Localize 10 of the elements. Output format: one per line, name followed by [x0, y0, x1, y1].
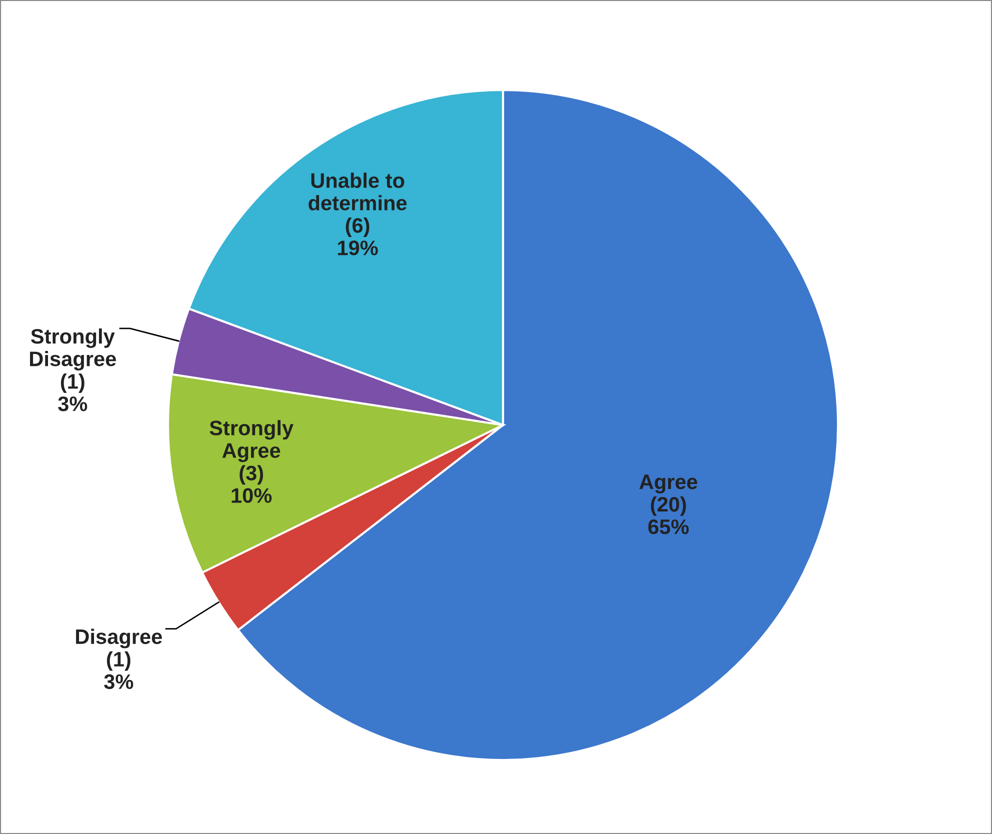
slice-label: Agree	[639, 474, 698, 494]
slice-label: Disagree	[76, 628, 162, 648]
data-label: (6) 19%	[338, 218, 378, 256]
slice-label: Strongly Agree	[210, 420, 294, 462]
data-label: (3) 10%	[232, 465, 272, 503]
data-label: (1) 3%	[104, 651, 134, 690]
slice-label: Strongly Disagree	[30, 328, 116, 370]
data-label: (20) 65%	[648, 496, 689, 534]
data-label: (1) 3%	[58, 374, 88, 412]
slice-label: Unable to determine	[308, 172, 407, 210]
